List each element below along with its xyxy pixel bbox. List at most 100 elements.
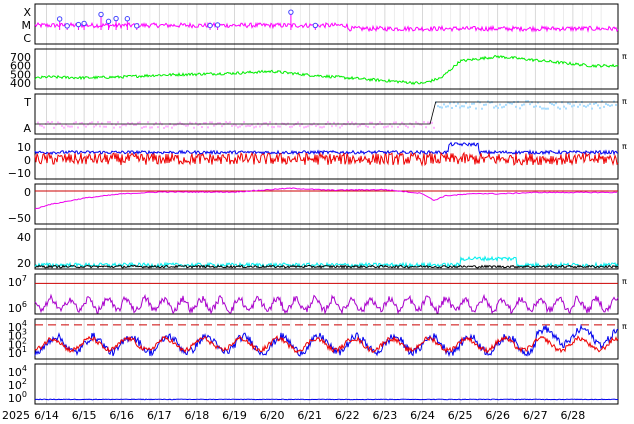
sector-point (543, 107, 545, 110)
sector-point (425, 126, 427, 129)
sector-point (533, 105, 535, 108)
sector-point (375, 123, 377, 126)
x-axis: 2025 6/14 6/15 6/16 6/17 6/18 6/19 6/20 6/21 6/2… (2, 409, 585, 422)
sector-point (565, 107, 567, 110)
sector-point (65, 123, 67, 126)
sector-point (243, 121, 245, 124)
sector-point (451, 106, 453, 109)
sector-point (431, 121, 433, 124)
sector-point (261, 123, 263, 126)
y-tick-label: 0 (24, 154, 31, 167)
sector-point (433, 126, 435, 129)
sector-point (279, 125, 281, 128)
y-tick-label: 10 (17, 141, 31, 154)
sector-point (417, 122, 419, 125)
sector-point (259, 125, 261, 128)
sector-point (339, 126, 341, 129)
sector-point (235, 124, 237, 127)
sector-point (253, 126, 255, 129)
sector-point (485, 103, 487, 106)
sector-point (337, 122, 339, 125)
sector-point (67, 125, 69, 128)
sector-point (289, 125, 291, 128)
sector-point (99, 125, 101, 128)
sector-point (247, 124, 249, 127)
sector-point (615, 103, 617, 106)
sector-point (397, 126, 399, 129)
sector-point (487, 100, 489, 103)
x-tick-label: 6/15 (72, 409, 97, 422)
sector-point (379, 121, 381, 124)
y-tick-label: 600 (10, 60, 31, 73)
sector-point (327, 121, 329, 124)
sector-point (323, 125, 325, 128)
density-panel: 40 20 (17, 228, 619, 270)
sector-point (331, 125, 333, 128)
y-tick-label: C (23, 32, 31, 45)
flare-marker (288, 9, 294, 15)
sector-point (593, 102, 595, 105)
sector-point (123, 123, 125, 126)
sector-point (165, 125, 167, 128)
sector-point (347, 121, 349, 124)
sector-point (611, 104, 613, 107)
year-label: 2025 (2, 409, 30, 422)
x-tick-label: 6/14 (34, 409, 59, 422)
panels: XMC700600500400πTAπ100−10π0−504020107106… (8, 3, 627, 405)
density-series-1 (34, 264, 619, 269)
sector-point (441, 106, 443, 109)
sector-point (209, 121, 211, 124)
sector-point (101, 122, 103, 125)
x-tick-label: 6/24 (410, 409, 435, 422)
sector-point (145, 125, 147, 128)
sector-point (141, 126, 143, 129)
flare-marker (56, 16, 63, 22)
imf-bt-bz-frame (34, 138, 619, 180)
sector-point (477, 100, 479, 103)
sector-point (47, 121, 49, 124)
sector-point (391, 125, 393, 128)
sector-point (63, 126, 65, 129)
sector-point (143, 125, 145, 128)
sector-point (311, 123, 313, 126)
sector-point (131, 122, 133, 125)
flare-marker (75, 21, 82, 28)
sector-point (427, 121, 429, 124)
dst-frame (34, 183, 619, 225)
sector-point (387, 125, 389, 128)
sector-point (153, 123, 155, 126)
sector-point (447, 105, 449, 108)
sector-point (159, 121, 161, 124)
sector-point (105, 125, 107, 128)
sector-point (217, 122, 219, 125)
sector-point (519, 107, 521, 110)
sector-point (455, 105, 457, 108)
sector-point (219, 122, 221, 125)
flare-marker (113, 15, 119, 22)
sector-point (481, 107, 483, 110)
panel-tag: π (622, 97, 627, 106)
sector-point (537, 101, 539, 104)
sector-point (371, 121, 373, 124)
sector-point (147, 121, 149, 124)
flare-marker (312, 22, 319, 29)
sector-line (35, 101, 618, 125)
sector-point (567, 102, 569, 105)
sector-point (179, 121, 181, 124)
sector-point (445, 105, 447, 108)
sector-point (557, 106, 559, 109)
sector-point (559, 107, 561, 110)
sector-point (109, 121, 111, 124)
sector-point (171, 126, 173, 129)
sector-point (151, 126, 153, 129)
sector-point (335, 124, 337, 127)
sector-point (135, 123, 137, 126)
sector-point (221, 125, 223, 128)
electron-flux-series-0 (34, 293, 619, 315)
sector-point (273, 126, 275, 129)
flare-marker (64, 23, 70, 29)
dst-series-0 (34, 187, 618, 210)
sector-point (483, 103, 485, 106)
imf-bt-bz-series-1 (34, 151, 619, 167)
sector-point (189, 121, 191, 124)
